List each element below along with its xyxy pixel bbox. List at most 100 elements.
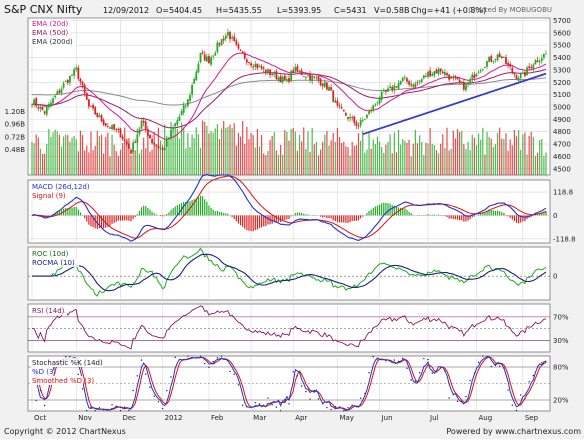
candle-body: [543, 54, 545, 57]
macd-histogram-bar: [457, 215, 458, 219]
macd-histogram-bar: [133, 215, 134, 219]
volume-bar: [333, 133, 334, 175]
volume-bar: [36, 135, 37, 175]
macd-histogram-bar: [217, 211, 218, 216]
volume-bar: [151, 150, 152, 175]
candle-body: [524, 72, 526, 76]
stoch-k-dot: [200, 355, 201, 356]
macd-histogram-bar: [170, 210, 171, 215]
candle-body: [396, 86, 398, 87]
volume-bar: [531, 132, 532, 175]
macd-histogram-bar: [446, 215, 447, 217]
macd-histogram-bar: [206, 202, 207, 216]
rsi-ytick-1: 30%: [553, 337, 569, 345]
volume-bar: [360, 141, 361, 175]
macd-histogram-bar: [208, 206, 209, 216]
volume-bar: [448, 151, 449, 175]
volume-bar: [80, 131, 81, 175]
stoch-k-dot: [406, 368, 407, 369]
candle-body: [31, 105, 33, 106]
candle-body: [44, 111, 46, 113]
macd-histogram-bar: [232, 215, 233, 217]
candle-body: [450, 76, 452, 79]
candle-body: [259, 66, 261, 68]
candle-body: [455, 76, 457, 78]
price-ytick-3: 4800: [553, 128, 571, 136]
candle-body: [117, 129, 119, 130]
candle-body: [294, 67, 296, 71]
macd-ytick-0: 118.8: [553, 189, 573, 197]
volume-bar: [187, 133, 188, 175]
volume-bar: [65, 134, 66, 175]
candle-body: [33, 100, 35, 105]
candle-body: [103, 120, 105, 125]
candle-body: [419, 81, 421, 82]
stoch-k-dot: [448, 397, 449, 398]
volume-bar: [204, 122, 205, 175]
volume-bar: [501, 139, 502, 175]
candle-body: [471, 75, 473, 79]
macd-histogram-bar: [118, 215, 119, 220]
volume-bar: [474, 138, 475, 175]
stoch-k-dot: [94, 410, 95, 411]
volume-bar: [265, 155, 266, 175]
volume-bar: [484, 154, 485, 175]
macd-histogram-bar: [187, 201, 188, 215]
volume-bar: [114, 145, 115, 175]
candle-body: [248, 62, 250, 63]
volume-bar: [118, 156, 119, 175]
volume-bar: [74, 136, 75, 175]
macd-histogram-bar: [175, 206, 176, 215]
macd-histogram-bar: [80, 212, 81, 215]
volume-bar: [183, 127, 184, 175]
macd-histogram-bar: [514, 215, 515, 221]
volume-bar: [522, 134, 523, 175]
price-ytick-10: 5500: [553, 42, 571, 50]
volume-bar: [274, 132, 275, 175]
volume-ytick-0: 0.48B: [5, 146, 26, 154]
volume-bar: [545, 152, 546, 175]
stoch-k-dot: [507, 389, 508, 390]
volume-bar: [543, 156, 544, 175]
candle-body: [334, 100, 336, 102]
macd-histogram-bar: [250, 215, 251, 231]
volume-bar: [421, 142, 422, 175]
candle-body: [105, 123, 107, 126]
candle-body: [269, 69, 271, 75]
candle-body: [69, 76, 71, 83]
macd-histogram-bar: [324, 215, 325, 217]
stoch-k-dot: [343, 410, 344, 411]
x-label-7: May: [339, 414, 353, 422]
candle-body: [240, 50, 242, 51]
candle-body: [141, 121, 143, 129]
volume-bar: [512, 145, 513, 175]
price-ytick-11: 5600: [553, 29, 571, 37]
candle-body: [320, 79, 322, 85]
volume-bar: [221, 129, 222, 175]
candle-body: [505, 57, 507, 64]
candle-body: [482, 69, 484, 70]
volume-bar: [55, 130, 56, 175]
candle-body: [507, 63, 509, 65]
macd-histogram-bar: [474, 215, 475, 216]
candle-body: [99, 115, 101, 117]
candle-body: [82, 82, 84, 85]
volume-bar: [71, 138, 72, 175]
powered-by: Powered by www.chartnexus.com: [446, 427, 581, 436]
volume-bar: [299, 135, 300, 175]
candle-body: [461, 81, 463, 82]
candle-body: [130, 150, 132, 154]
stoch-k-dot: [242, 405, 243, 406]
macd-histogram-bar: [227, 214, 228, 216]
macd-histogram-bar: [507, 215, 508, 216]
volume-bar: [322, 142, 323, 175]
candle-body: [250, 63, 252, 65]
candle-body: [414, 84, 416, 88]
stoch-k-dot: [318, 398, 319, 399]
candle-body: [200, 53, 202, 62]
volume-bar: [465, 149, 466, 175]
volume-bar: [337, 128, 338, 175]
volume-bar: [130, 155, 131, 175]
stoch-k-dot: [82, 388, 83, 389]
macd-histogram-bar: [297, 213, 298, 216]
